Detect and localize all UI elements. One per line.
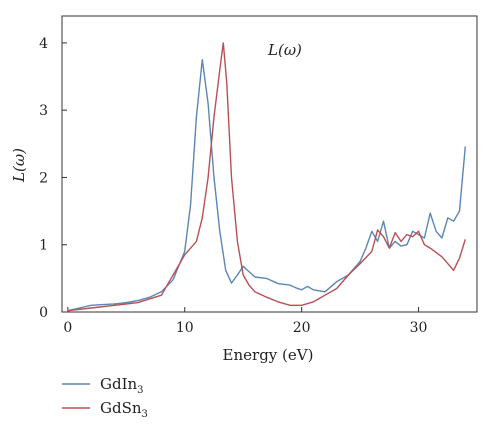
legend-label: GdSn3 <box>100 399 148 420</box>
x-tick-label: 20 <box>293 320 311 336</box>
series-line-gdin3 <box>67 59 466 312</box>
legend-label: GdIn3 <box>100 375 144 396</box>
x-tick-label: 0 <box>63 320 72 336</box>
y-axis-title: L(ω) <box>10 148 28 183</box>
plot-title: L(ω) <box>267 41 302 59</box>
series-layer <box>67 42 466 312</box>
x-axis-title: Energy (eV) <box>223 346 314 364</box>
y-tick-label: 1 <box>39 238 48 254</box>
y-tick-label: 3 <box>39 103 48 119</box>
y-tick-label: 2 <box>39 170 48 186</box>
ticks-layer: 0 10 20 30 0 1 2 3 4 <box>39 36 427 336</box>
legend-label-subscript: 3 <box>137 385 143 396</box>
legend-label-subscript: 3 <box>142 409 148 420</box>
legend: GdIn3 GdSn3 <box>62 375 148 420</box>
series-line-gdsn3 <box>67 42 466 312</box>
y-tick-label: 4 <box>39 36 48 52</box>
plot-frame <box>61 15 478 313</box>
y-tick-label: 0 <box>39 305 48 321</box>
x-tick-label: 30 <box>410 320 428 336</box>
x-tick-label: 10 <box>176 320 194 336</box>
